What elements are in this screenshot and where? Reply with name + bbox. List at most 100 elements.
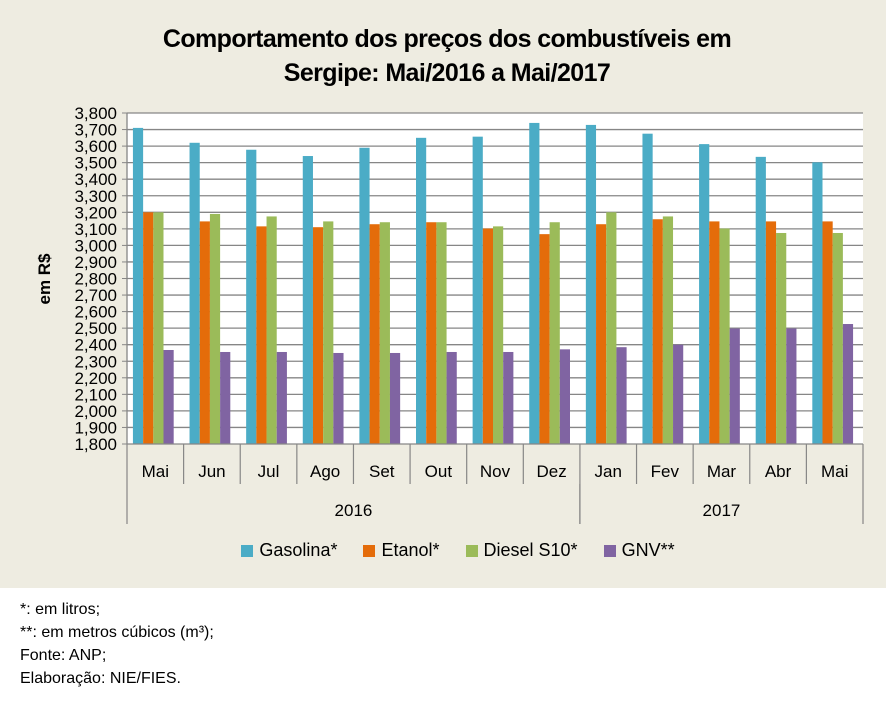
- legend-item: Etanol*: [363, 540, 440, 561]
- bar-diesel-s10-dez: [549, 222, 560, 444]
- y-tick-label: 1,900: [74, 418, 117, 437]
- y-axis-label: em R$: [35, 253, 54, 305]
- x-tick-label: Mai: [821, 462, 848, 481]
- y-tick-label: 3,100: [74, 220, 117, 239]
- y-tick-label: 3,300: [74, 187, 117, 206]
- year-label: 2016: [335, 501, 373, 520]
- legend-swatch-icon: [603, 544, 616, 557]
- y-tick-label: 3,700: [74, 121, 117, 140]
- bar-diesel-s10-set: [379, 222, 390, 444]
- footnote-elaboration: Elaboração: NIE/FIES.: [20, 670, 181, 687]
- y-tick-label: 3,800: [74, 104, 117, 123]
- bar-gnv-dez: [559, 349, 570, 444]
- legend-label: Etanol*: [381, 540, 440, 560]
- chart-title-line-2: Sergipe: Mai/2016 a Mai/2017: [283, 59, 611, 87]
- y-tick-label: 2,800: [74, 270, 117, 289]
- footnote-source: Fonte: ANP;: [20, 647, 107, 664]
- bar-diesel-s10-out: [436, 222, 447, 444]
- x-tick-label: Jan: [595, 462, 622, 481]
- bar-gnv-jun: [220, 351, 231, 444]
- y-tick-label: 2,100: [74, 385, 117, 404]
- bar-gasolina-mar: [699, 144, 710, 444]
- x-tick-label: Ago: [310, 462, 340, 481]
- bar-gasolina-fev: [642, 133, 653, 444]
- bar-etanol-dez: [539, 234, 550, 444]
- bar-gnv-mar: [729, 328, 740, 444]
- bar-gasolina-out: [416, 137, 427, 444]
- bar-diesel-s10-jan: [606, 212, 617, 444]
- bar-diesel-s10-jun: [209, 213, 221, 444]
- y-tick-label: 2,000: [74, 402, 117, 421]
- bar-etanol-mai: [822, 221, 833, 444]
- bar-chart: 1,8001,9002,0002,1002,2002,3002,4002,500…: [35, 104, 864, 524]
- x-tick-label: Nov: [480, 462, 511, 481]
- bar-etanol-abr: [765, 221, 777, 444]
- bar-etanol-out: [426, 222, 437, 444]
- x-tick-label: Jul: [258, 462, 280, 481]
- bar-gnv-nov: [503, 351, 514, 444]
- bar-diesel-s10-jul: [266, 216, 277, 444]
- x-tick-label: Mar: [707, 462, 737, 481]
- legend-item: Diesel S10*: [465, 540, 578, 561]
- bar-etanol-mar: [709, 221, 720, 444]
- x-tick-label: Dez: [536, 462, 566, 481]
- bar-gasolina-jan: [585, 124, 597, 444]
- bar-gnv-abr: [786, 328, 797, 444]
- bar-etanol-jul: [256, 226, 267, 444]
- y-tick-label: 3,500: [74, 154, 117, 173]
- y-tick-label: 3,000: [74, 236, 117, 255]
- bar-diesel-s10-fev: [662, 216, 674, 444]
- bar-gnv-mai: [842, 324, 854, 444]
- x-axis: Mai Jun Jul Ago Set Out Nov Dez Jan Fev Mar Abr Mai 2…: [126, 443, 864, 524]
- bar-gnv-jan: [616, 347, 627, 444]
- bar-etanol-mai: [143, 212, 154, 444]
- y-tick-label: 2,300: [74, 352, 117, 371]
- legend-swatch-icon: [241, 544, 254, 557]
- bar-diesel-s10-ago: [323, 221, 334, 444]
- x-tick-label: Mai: [142, 462, 169, 481]
- y-tick-label: 2,200: [74, 369, 117, 388]
- bar-gnv-set: [389, 352, 401, 444]
- bar-gnv-ago: [333, 352, 344, 444]
- footnote-cubic-meters: **: em metros cúbicos (m³);: [20, 624, 214, 641]
- legend: Gasolina* Etanol* Diesel S10* GNV**: [0, 540, 886, 561]
- legend-swatch-icon: [363, 544, 376, 557]
- bar-gasolina-jul: [246, 149, 257, 444]
- bar-gnv-mai: [163, 349, 174, 444]
- chart-area: Comportamento dos preços dos combustívei…: [0, 0, 886, 588]
- y-tick-label: 2,700: [74, 286, 117, 305]
- chart-title: Comportamento dos preços dos combustívei…: [0, 22, 886, 90]
- y-tick-label: 2,400: [74, 336, 117, 355]
- y-tick-label: 2,900: [74, 253, 117, 272]
- legend-label: Diesel S10*: [483, 540, 578, 560]
- y-tick-label: 3,400: [74, 170, 117, 189]
- bar-diesel-s10-mar: [719, 228, 730, 444]
- bar-etanol-fev: [652, 219, 663, 444]
- bar-gnv-out: [446, 351, 457, 444]
- x-tick-label: Jun: [198, 462, 225, 481]
- bar-gasolina-set: [359, 147, 370, 444]
- bar-diesel-s10-mai: [832, 232, 843, 444]
- y-tick-label: 3,600: [74, 137, 117, 156]
- legend-label: Gasolina*: [259, 540, 338, 560]
- y-tick-label: 3,200: [74, 203, 117, 222]
- footnote-liters: *: em litros;: [20, 601, 101, 618]
- footnotes: *: em litros; **: em metros cúbicos (m³)…: [20, 598, 214, 690]
- bar-etanol-nov: [482, 228, 493, 444]
- bar-etanol-jun: [199, 221, 210, 444]
- bar-etanol-ago: [312, 227, 324, 444]
- bar-etanol-jan: [596, 224, 607, 444]
- bar-gnv-fev: [673, 344, 684, 444]
- bars: [132, 122, 854, 445]
- year-label: 2017: [703, 501, 741, 520]
- y-tick-label: 1,800: [74, 435, 117, 454]
- bar-gasolina-mai: [812, 162, 823, 444]
- x-tick-label: Abr: [765, 462, 792, 481]
- y-tick-label: 2,600: [74, 303, 117, 322]
- x-tick-label: Set: [369, 462, 395, 481]
- bar-gasolina-jun: [189, 142, 200, 445]
- bar-gasolina-nov: [472, 136, 483, 444]
- bar-gasolina-mai: [132, 127, 144, 445]
- x-tick-label: Out: [425, 462, 453, 481]
- y-tick-label: 2,500: [74, 319, 117, 338]
